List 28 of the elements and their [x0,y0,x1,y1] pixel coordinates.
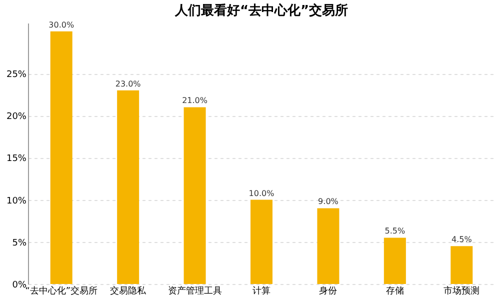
bar [117,90,140,284]
x-tick-label: 市场预测 [444,286,480,296]
y-tick-label: 0% [12,280,27,290]
bar [184,107,206,284]
x-tick-label: 资产管理工具 [168,286,222,296]
y-tick-label: 20% [6,112,27,122]
data-label: 9.0% [318,197,339,206]
y-tick-label: 10% [6,196,27,206]
bar [317,208,340,284]
x-tick-label: 存储 [386,286,404,296]
y-tick-label: 15% [6,154,27,164]
bar [450,246,473,284]
data-label: 4.5% [451,235,472,244]
chart-title: 人们最看好“去中心化”交易所 [174,2,348,18]
y-tick-label: 25% [6,70,27,80]
data-label: 30.0% [48,20,74,30]
bar [384,238,406,284]
y-tick-label: 5% [12,238,27,248]
bar [50,31,72,284]
data-label: 5.5% [384,226,406,236]
x-tick-label: 身份 [319,286,338,296]
data-label: 10.0% [248,188,275,198]
x-tick-label: “去中心化”交易所 [25,286,98,296]
x-tick-label: 计算 [252,286,270,296]
x-tick-label: 交易隐私 [110,286,148,296]
data-label: 21.0% [182,96,208,106]
bar [250,200,272,284]
data-label: 23.0% [115,79,142,88]
